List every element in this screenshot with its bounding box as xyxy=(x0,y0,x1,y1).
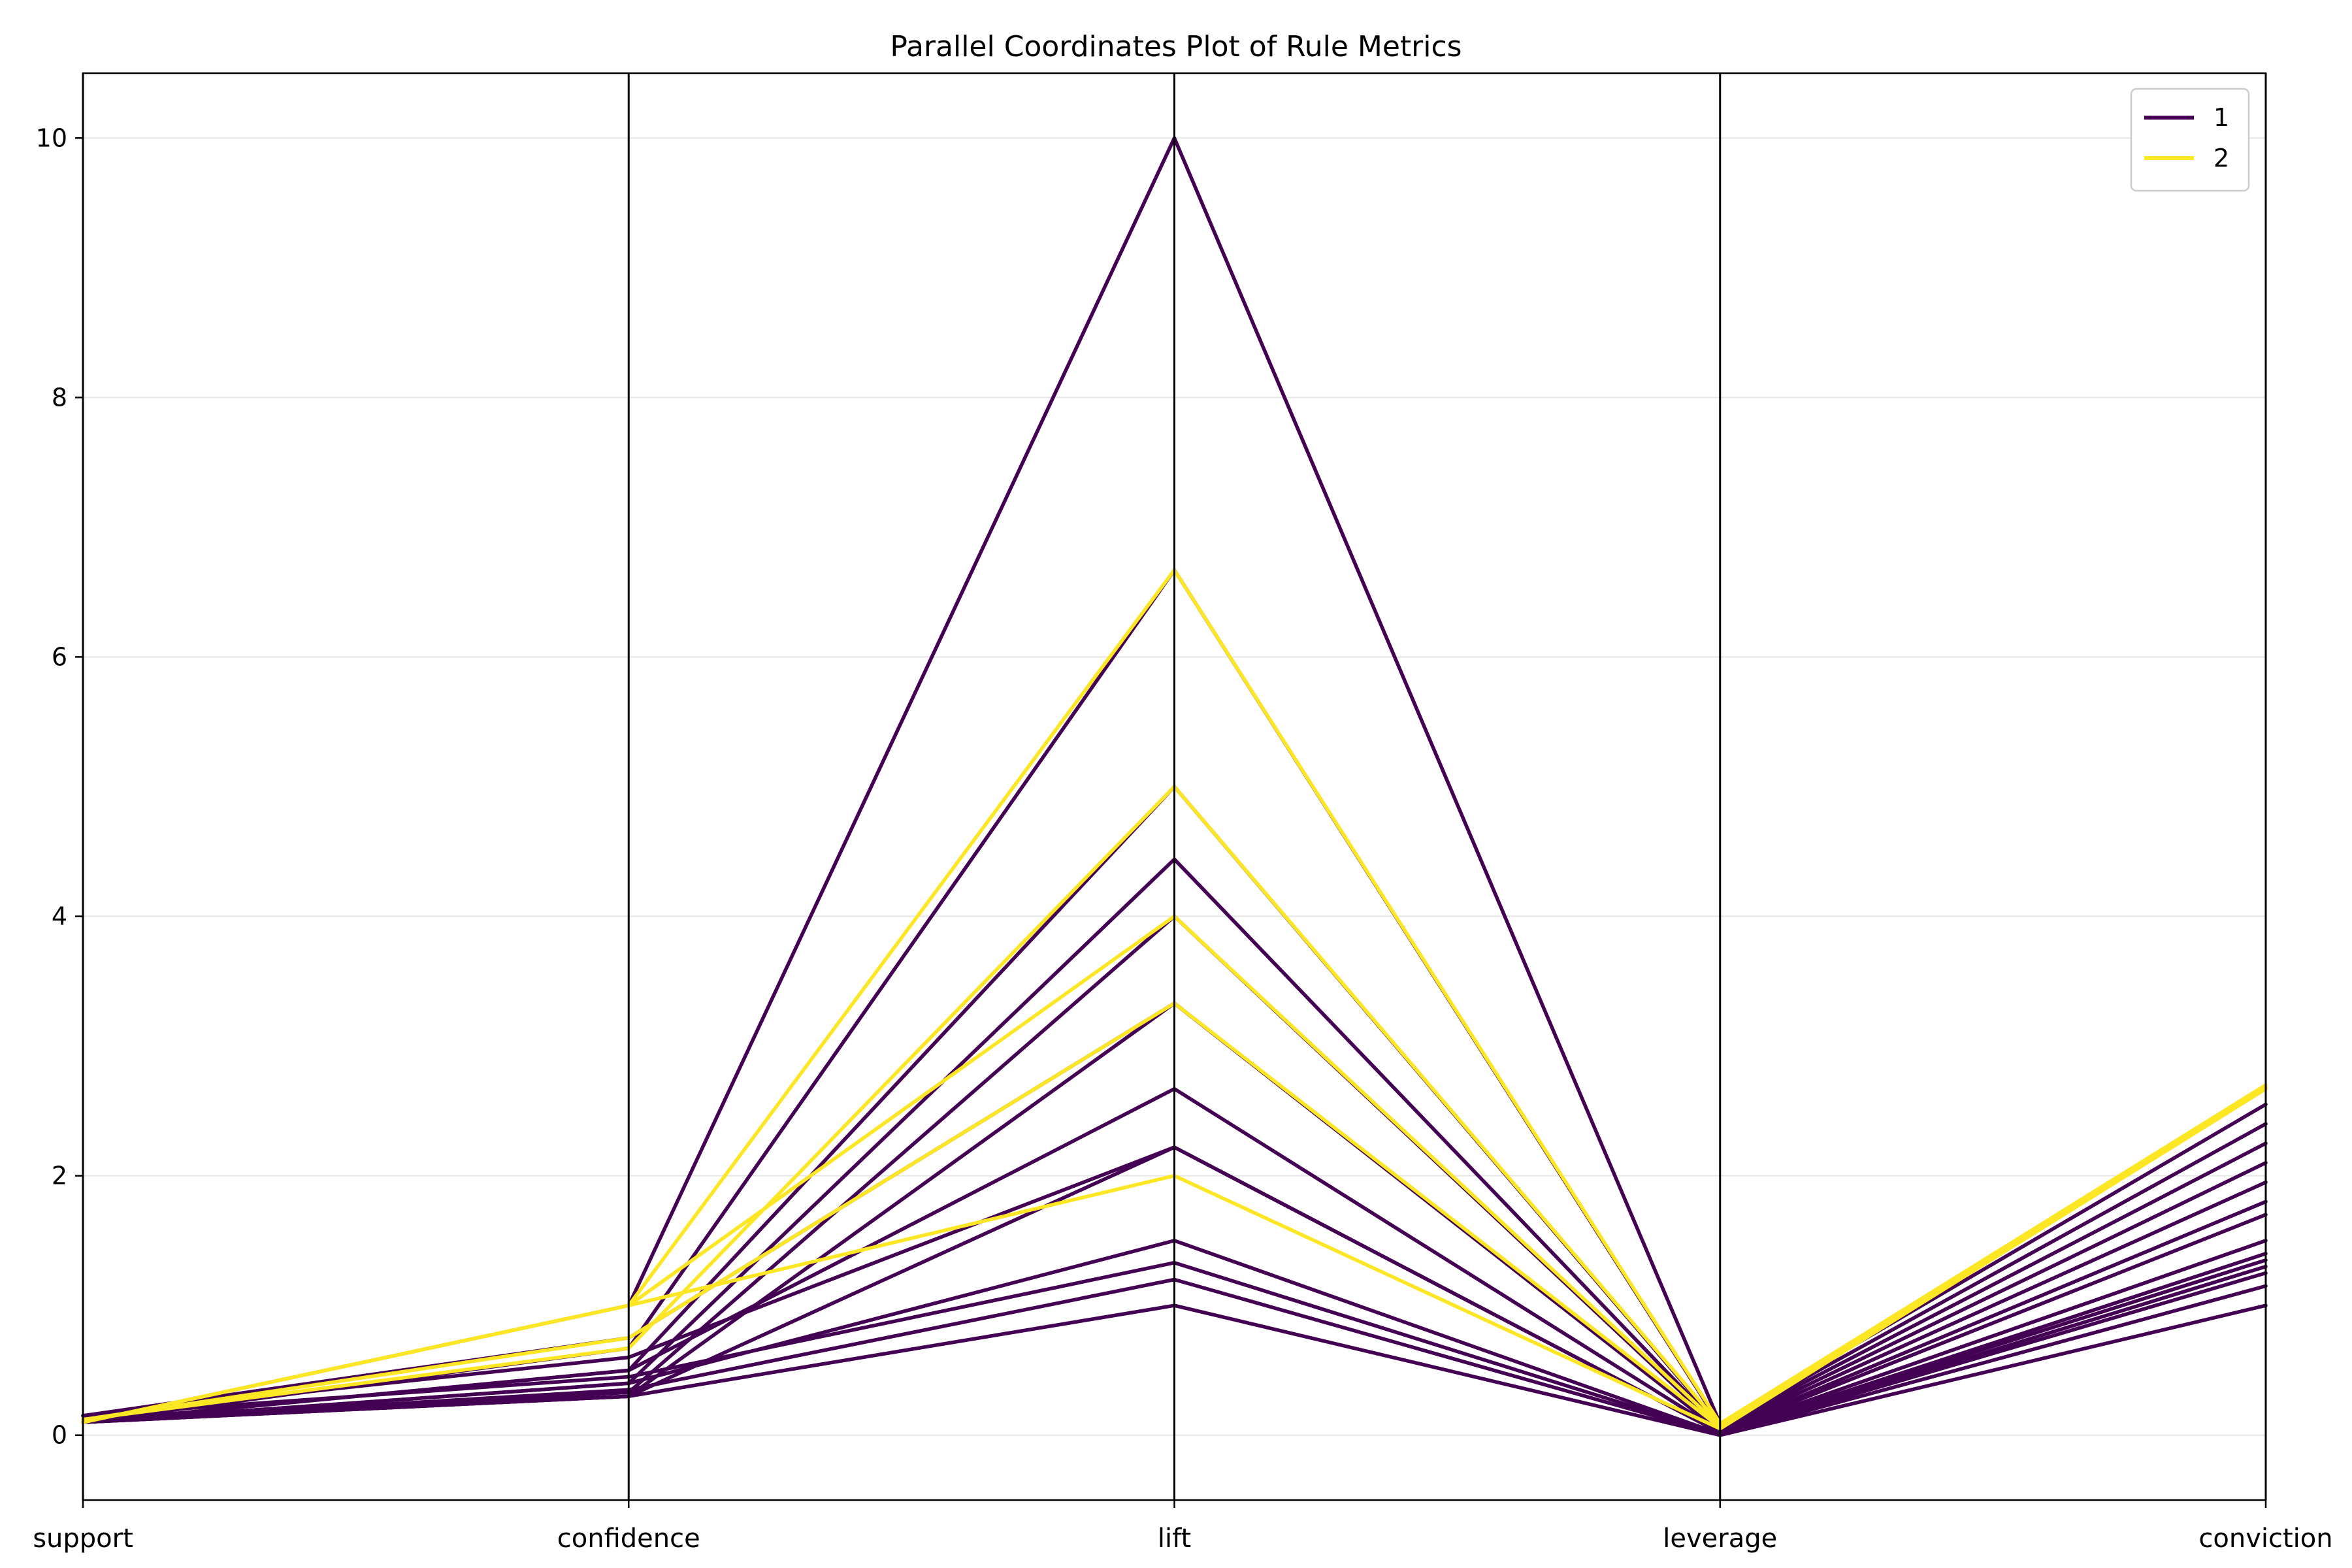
y-tick-label: 6 xyxy=(52,642,67,671)
axis-label-leverage: leverage xyxy=(1663,1524,1777,1554)
y-tick-label: 2 xyxy=(52,1162,67,1190)
axis-label-support: support xyxy=(33,1524,133,1554)
y-tick-label: 4 xyxy=(52,902,67,931)
legend: 12 xyxy=(2130,88,2250,192)
axis-label-conviction: conviction xyxy=(2198,1524,2332,1554)
legend-box xyxy=(2130,88,2250,192)
legend-label-1: 1 xyxy=(2213,103,2229,132)
y-tick-label: 8 xyxy=(52,383,67,412)
y-ticks-layer: 0 2 4 6 8 10 xyxy=(36,123,83,1450)
axis-label-confidence: confidence xyxy=(557,1524,700,1554)
axis-label-lift: lift xyxy=(1158,1524,1191,1554)
y-tick-label: 0 xyxy=(52,1421,67,1450)
legend-label-2: 2 xyxy=(2213,144,2229,172)
y-tick-label: 10 xyxy=(36,123,67,152)
chart-title: Parallel Coordinates Plot of Rule Metric… xyxy=(890,30,1462,63)
axes-layer: support confidence lift leverage conviction xyxy=(33,72,2333,1554)
